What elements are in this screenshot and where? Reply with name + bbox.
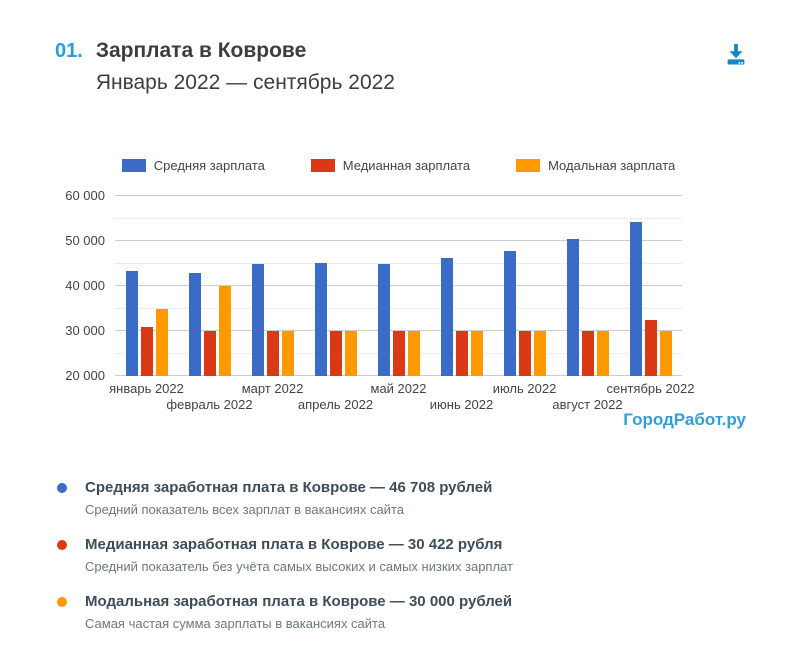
summary-text: Модальная заработная плата в Коврове — 3… xyxy=(85,592,512,633)
y-axis-tick-label: 20 000 xyxy=(65,368,105,383)
summary-title-median: Медианная заработная плата в Коврове — 3… xyxy=(85,536,503,553)
legend-item-modal: Модальная зарплата xyxy=(516,158,675,173)
bar-group xyxy=(178,196,241,376)
bar-group xyxy=(304,196,367,376)
bar xyxy=(188,273,201,376)
summary-title-average: Средняя заработная плата в Коврове — 46 … xyxy=(85,479,493,496)
bar xyxy=(125,271,138,376)
bar xyxy=(533,331,546,376)
bar-group xyxy=(115,196,178,376)
download-button[interactable] xyxy=(721,40,751,70)
bar-group xyxy=(619,196,682,376)
y-axis-tick-label: 30 000 xyxy=(65,323,105,338)
bar-group xyxy=(367,196,430,376)
bar xyxy=(281,331,294,376)
summary-item-median: Медианная заработная плата в Коврове — 3… xyxy=(57,535,513,576)
bar xyxy=(440,258,453,376)
watermark-link[interactable]: ГородРабот.ру xyxy=(623,410,746,429)
bar xyxy=(455,331,468,376)
header-text: Зарплата в Коврове Январь 2022 — сентябр… xyxy=(96,38,395,96)
legend-label-modal: Модальная зарплата xyxy=(548,158,676,173)
bar xyxy=(659,331,672,376)
x-axis-label: январь 2022 xyxy=(109,381,184,396)
modal-dot-icon xyxy=(57,597,67,607)
bar xyxy=(218,286,231,376)
x-axis-label: июль 2022 xyxy=(492,381,557,396)
x-axis-label: август 2022 xyxy=(552,397,623,412)
gridline xyxy=(115,307,682,309)
bar-group xyxy=(430,196,493,376)
bar xyxy=(581,331,594,376)
y-axis-tick-label: 60 000 xyxy=(65,188,105,203)
x-axis-label: апрель 2022 xyxy=(297,397,374,412)
legend-item-average: Средняя зарплата xyxy=(121,158,265,173)
bar-groups xyxy=(115,196,682,376)
chart-legend: Средняя зарплата Медианная зарплата Мода… xyxy=(115,158,682,173)
x-axis-label: май 2022 xyxy=(370,381,427,396)
bar xyxy=(392,331,405,376)
page-title: Зарплата в Коврове xyxy=(95,39,307,62)
summary-desc-average: Средний показатель всех зарплат в ваканс… xyxy=(85,502,404,517)
x-axis-label: сентябрь 2022 xyxy=(606,381,695,396)
bar xyxy=(629,221,642,376)
gridline xyxy=(115,285,682,286)
summary-text: Медианная заработная плата в Коврове — 3… xyxy=(85,535,513,576)
page-subtitle: Январь 2022 — сентябрь 2022 xyxy=(95,71,395,94)
bar xyxy=(566,239,579,376)
x-axis-label: февраль 2022 xyxy=(166,397,253,412)
summary-desc-modal: Самая частая сумма зарплаты в вакансиях … xyxy=(85,616,386,631)
average-dot-icon xyxy=(57,483,67,493)
bar xyxy=(518,331,531,376)
download-icon xyxy=(722,44,750,71)
bar xyxy=(407,331,420,376)
bar xyxy=(329,331,342,376)
summary-title-modal: Модальная заработная плата в Коврове — 3… xyxy=(85,593,513,610)
summary-item-modal: Модальная заработная плата в Коврове — 3… xyxy=(57,592,513,633)
bar xyxy=(155,308,168,376)
y-axis-tick-label: 40 000 xyxy=(65,278,105,293)
median-dot-icon xyxy=(57,540,67,550)
gridline xyxy=(115,330,682,331)
legend-item-median: Медианная зарплата xyxy=(310,158,471,173)
bar-group xyxy=(241,196,304,376)
x-axis-label: март 2022 xyxy=(241,381,304,396)
plot-area: 20 000 30 000 40 000 50 000 60 000 xyxy=(65,188,682,383)
bar-group xyxy=(493,196,556,376)
x-axis-labels: январь 2022 февраль 2022 март 2022 апрель 2… xyxy=(109,376,694,418)
bar xyxy=(344,331,357,376)
x-axis-label: июнь 2022 xyxy=(429,397,494,412)
bar xyxy=(644,320,657,376)
gridline xyxy=(115,217,682,219)
modal-swatch xyxy=(516,159,541,172)
slide-number: 01. xyxy=(55,40,83,62)
median-swatch xyxy=(310,159,335,172)
gridline xyxy=(115,195,682,196)
bar xyxy=(203,331,216,376)
salary-chart: Средняя зарплата Медианная зарплата Мода… xyxy=(60,158,694,418)
bar xyxy=(140,327,153,376)
bar xyxy=(266,331,279,376)
summary-text: Средняя заработная плата в Коврове — 46 … xyxy=(85,478,492,519)
summary-list: Средняя заработная плата в Коврове — 46 … xyxy=(57,478,513,649)
gridline xyxy=(115,262,682,264)
legend-label-average: Средняя зарплата xyxy=(153,158,265,173)
bar xyxy=(596,331,609,376)
bar xyxy=(470,331,483,376)
summary-desc-median: Средний показатель без учёта самых высок… xyxy=(85,559,513,574)
bar-group xyxy=(556,196,619,376)
gridline xyxy=(115,240,682,241)
average-swatch xyxy=(121,159,146,172)
bar xyxy=(503,251,516,376)
y-axis-tick-label: 50 000 xyxy=(65,233,105,248)
bar xyxy=(314,262,327,376)
summary-item-average: Средняя заработная плата в Коврове — 46 … xyxy=(57,478,513,519)
legend-label-median: Медианная зарплата xyxy=(342,158,471,173)
header: 01. Зарплата в Коврове Январь 2022 — сен… xyxy=(55,38,395,96)
bar xyxy=(377,263,390,376)
bar xyxy=(251,264,264,376)
